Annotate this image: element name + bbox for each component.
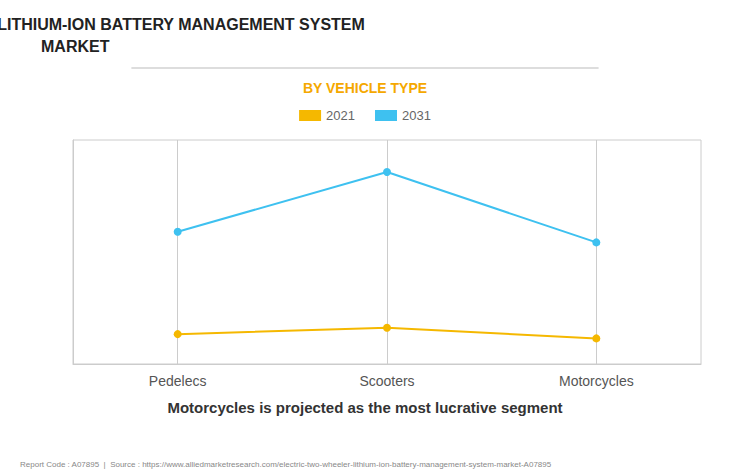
svg-text:2031: 2031 — [402, 108, 431, 123]
svg-text:Scooters: Scooters — [359, 373, 414, 389]
svg-text:Report Code : A07895 | Sourc: Report Code : A07895 | Source : https://… — [20, 460, 552, 469]
svg-text:Pedelecs: Pedelecs — [149, 373, 207, 389]
svg-text:ELECTRIC TWO-WHEELER LITHIUM-I: ELECTRIC TWO-WHEELER LITHIUM-ION BATTERY… — [0, 16, 365, 33]
svg-text:MARKET: MARKET — [41, 38, 110, 55]
svg-text:Motorcycles is projected as th: Motorcycles is projected as the most luc… — [167, 399, 562, 416]
svg-text:Motorcycles: Motorcycles — [559, 373, 634, 389]
svg-text:BY VEHICLE TYPE: BY VEHICLE TYPE — [303, 80, 427, 96]
svg-text:2021: 2021 — [326, 108, 355, 123]
